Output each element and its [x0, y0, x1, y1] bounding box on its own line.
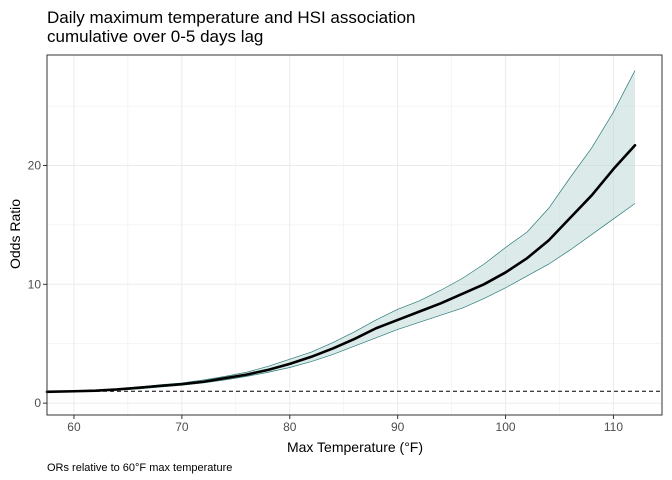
x-tick-label: 60 — [67, 420, 81, 434]
y-axis-title: Odds Ratio — [7, 199, 23, 269]
chart-title-line2: cumulative over 0-5 days lag — [47, 27, 263, 46]
x-tick-label: 100 — [496, 420, 516, 434]
panel-border — [46, 54, 663, 416]
x-tick-label: 80 — [283, 420, 297, 434]
x-tick-label: 90 — [391, 420, 405, 434]
plot-panel — [45, 54, 663, 416]
chart-caption: ORs relative to 60°F max temperature — [47, 462, 232, 474]
x-axis-title: Max Temperature (°F) — [287, 439, 423, 455]
chart-title-line1: Daily maximum temperature and HSI associ… — [47, 8, 415, 27]
x-tick-label: 110 — [604, 420, 623, 434]
y-tick-label: 10 — [28, 277, 42, 291]
y-axis: 0 10 20 — [28, 158, 47, 410]
odds-ratio-line — [45, 144, 637, 394]
y-tick-label: 0 — [34, 396, 41, 410]
x-tick-label: 70 — [175, 420, 189, 434]
y-tick-label: 20 — [28, 158, 42, 172]
x-axis: 60 70 80 90 100 110 — [67, 415, 623, 434]
